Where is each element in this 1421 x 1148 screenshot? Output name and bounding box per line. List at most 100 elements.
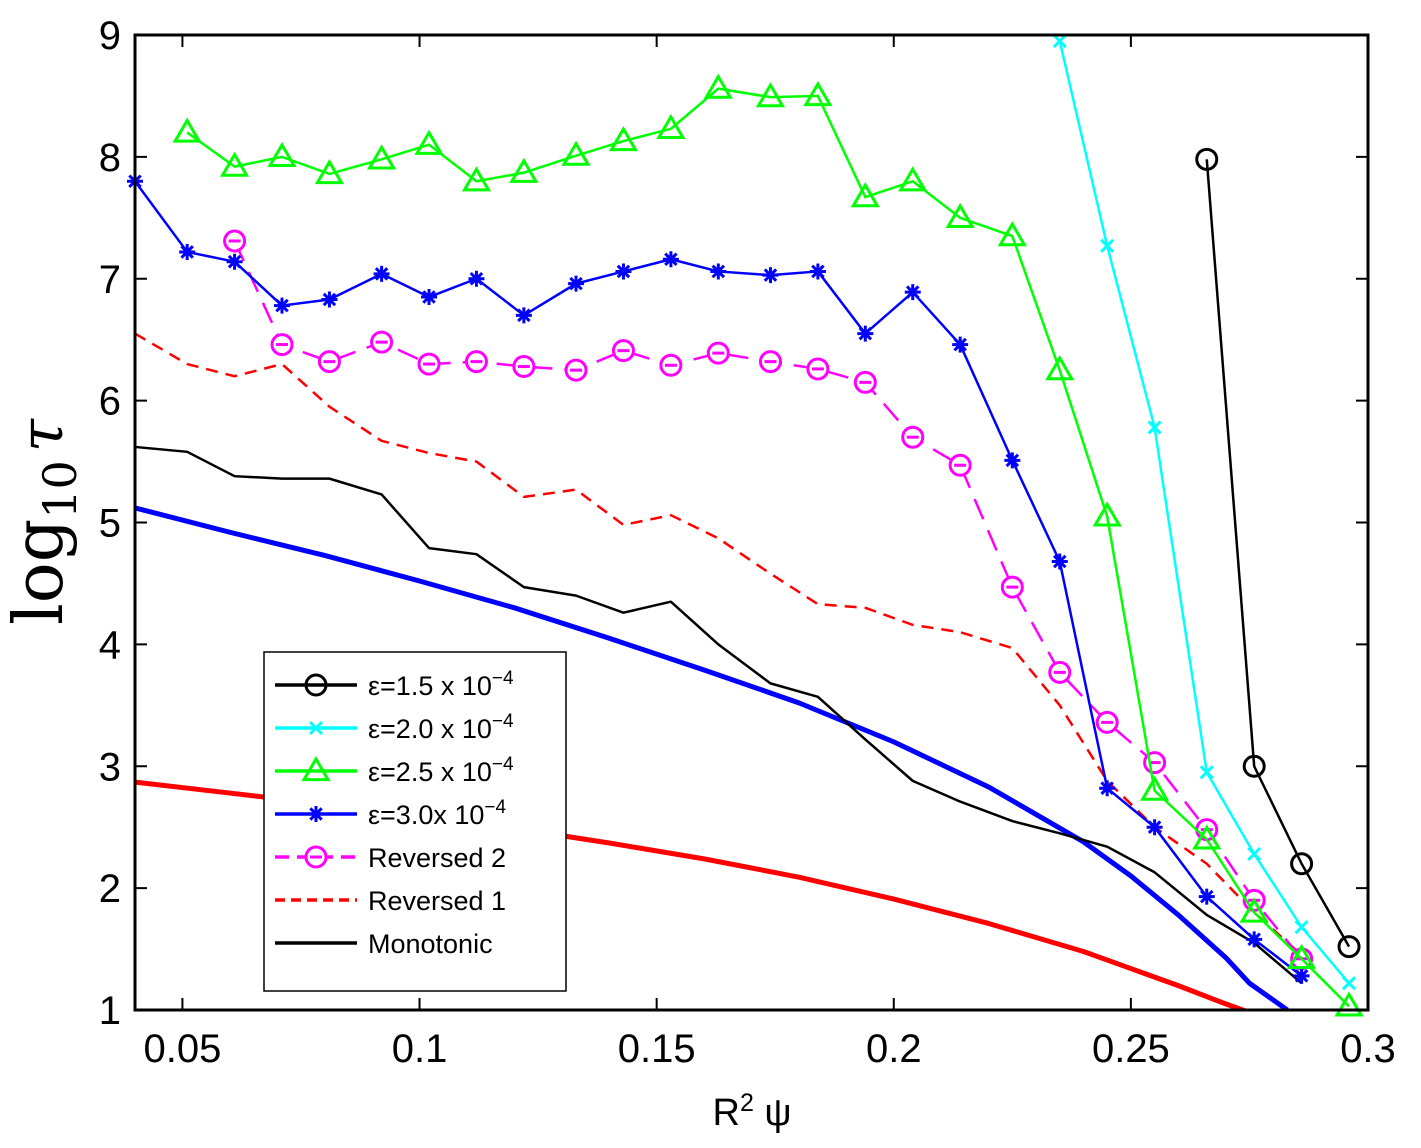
legend-entry: ε=1.5 x 10−4: [275, 668, 514, 701]
marker-x: [1341, 976, 1357, 991]
marker-asterisk: [1004, 452, 1021, 469]
marker-triangle: [850, 182, 880, 208]
legend-entry: Reversed 1: [275, 886, 506, 916]
x-axis-label: R2 ψ: [712, 1089, 791, 1134]
y-tick-label: 3: [99, 745, 121, 789]
legend-label: ε=1.5 x 10−4: [368, 668, 514, 701]
marker-triangle: [509, 157, 539, 183]
legend-label: Reversed 2: [368, 843, 506, 873]
x-tick-label: 0.3: [1340, 1027, 1396, 1071]
legend-entry: ε=2.5 x 10−4: [275, 754, 514, 787]
marker-asterisk: [321, 291, 338, 308]
marker-triangle: [898, 166, 928, 192]
marker-triangle: [301, 756, 331, 782]
y-tick-label: 5: [99, 502, 121, 546]
marker-triangle: [366, 144, 397, 170]
marker-x: [1247, 846, 1262, 862]
legend: ε=1.5 x 10−4 ε=2.0 x 10−4 ε=2.5 x 10−4 ε=3.…: [263, 651, 567, 992]
x-tick-label: 0.05: [143, 1027, 221, 1071]
marker-asterisk: [308, 806, 324, 822]
marker-asterisk: [762, 267, 779, 284]
legend-label: ε=3.0x 10−4: [368, 797, 506, 830]
series-line: [1205, 159, 1351, 948]
marker-circle: [1290, 852, 1314, 876]
marker-x: [1052, 34, 1067, 49]
series-reversed-2: [223, 229, 1314, 971]
legend-entry: Monotonic: [275, 929, 493, 959]
marker-asterisk: [373, 265, 390, 282]
y-tick-label: 6: [99, 380, 121, 424]
marker-triangle: [1334, 991, 1364, 1017]
marker-triangle: [561, 140, 591, 166]
marker-circle: [1242, 754, 1266, 778]
legend-label: Monotonic: [368, 929, 493, 959]
data-series: [127, 34, 1364, 1017]
marker-x: [1100, 238, 1115, 253]
marker-asterisk: [809, 263, 826, 280]
marker-triangle: [414, 129, 444, 155]
marker-asterisk: [710, 263, 727, 280]
marker-asterisk: [615, 263, 632, 280]
x-tick-label: 0.2: [866, 1027, 922, 1071]
marker-circle: [304, 673, 328, 697]
marker-triangle: [172, 117, 202, 143]
marker-triangle: [461, 166, 492, 192]
marker-triangle: [945, 202, 975, 228]
legend-label: ε=2.5 x 10−4: [368, 754, 514, 787]
marker-triangle: [1287, 943, 1317, 969]
legend-entry: ε=2.0 x 10−4: [275, 711, 514, 744]
marker-asterisk: [662, 251, 679, 268]
marker-triangle: [1139, 775, 1170, 801]
axis-ticks: 0.05 0.1 0.15 0.2 0.25 0.3 1 2 3 4 5 6 7 8 9: [99, 14, 1396, 1071]
y-tick-label: 1: [99, 989, 121, 1033]
series-line: [186, 87, 1350, 1008]
marker-triangle: [267, 141, 297, 168]
marker-x: [1199, 765, 1214, 780]
legend-label: ε=2.0 x 10−4: [368, 711, 514, 744]
marker-triangle: [803, 80, 833, 107]
marker-triangle: [608, 126, 639, 152]
marker-asterisk: [857, 325, 874, 342]
y-tick-label: 2: [99, 867, 121, 911]
series-line: [134, 445, 1303, 985]
marker-asterisk: [1293, 967, 1310, 984]
x-axis-label-sup: 2: [740, 1089, 754, 1117]
marker-asterisk: [1099, 780, 1116, 797]
series-reversed-1: [134, 332, 1303, 957]
marker-x: [1294, 920, 1309, 935]
marker-asterisk: [1146, 819, 1163, 836]
series--1-5-x-10: [1195, 147, 1361, 959]
y-axis-label-sub: 10: [33, 460, 87, 519]
marker-asterisk: [1198, 888, 1215, 905]
marker-asterisk: [1246, 931, 1263, 948]
marker-circle: [1195, 147, 1219, 171]
y-tick-label: 7: [99, 258, 121, 302]
legend-label: Reversed 1: [368, 886, 506, 916]
series-monotonic: [134, 445, 1303, 985]
marker-triangle: [1045, 355, 1075, 381]
marker-triangle: [1092, 501, 1122, 527]
marker-triangle: [1192, 824, 1222, 850]
series--3-0x-10: [127, 173, 1310, 984]
legend-entry: ε=3.0x 10−4: [275, 797, 506, 830]
marker-asterisk: [179, 243, 196, 260]
x-tick-label: 0.1: [392, 1027, 448, 1071]
series--2-5-x-10: [172, 73, 1364, 1017]
x-tick-label: 0.25: [1092, 1027, 1170, 1071]
plot-frame: [133, 33, 1370, 1012]
y-axis-label: log10τ: [0, 418, 87, 625]
legend-box: [263, 651, 567, 992]
marker-triangle: [219, 151, 250, 177]
marker-asterisk: [226, 253, 243, 270]
marker-asterisk: [1051, 553, 1068, 570]
marker-circle: [1337, 935, 1361, 959]
marker-asterisk: [952, 336, 969, 353]
marker-asterisk: [421, 289, 438, 306]
y-tick-label: 4: [99, 623, 121, 667]
marker-triangle: [997, 221, 1027, 247]
marker-asterisk: [274, 297, 291, 314]
marker-triangle: [314, 158, 345, 185]
marker-triangle: [1239, 897, 1269, 923]
marker-asterisk: [904, 284, 921, 301]
